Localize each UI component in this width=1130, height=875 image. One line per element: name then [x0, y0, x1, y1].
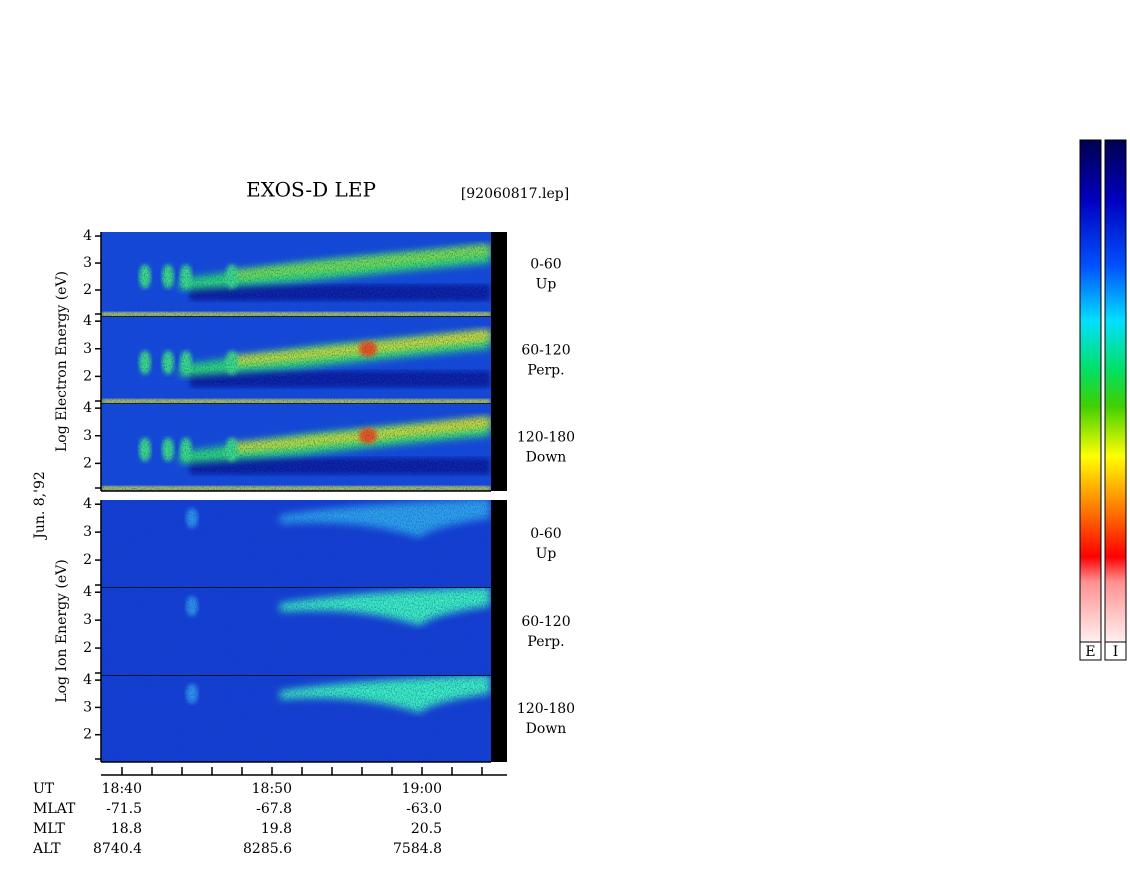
panel-label: 60-120: [521, 614, 570, 630]
spectrogram: [101, 676, 491, 762]
y-axis-label: Log Ion Energy (eV): [54, 559, 70, 702]
y-tick-label: 4: [83, 672, 92, 688]
colorbar-box: [1104, 641, 1127, 661]
file-name: [92060817.lep]: [461, 186, 569, 202]
table-cell: -63.0: [406, 801, 442, 817]
colorbar-box: [1079, 641, 1102, 661]
spectrogram: [101, 588, 491, 676]
y-tick-label: 2: [83, 368, 92, 384]
date: Jun. 8,'92: [32, 471, 48, 541]
strip: [491, 317, 507, 404]
noise: [101, 317, 491, 404]
table-cell: 19.8: [261, 821, 292, 837]
y-tick-label: 4: [83, 400, 92, 416]
strip: [491, 676, 507, 762]
noise: [101, 676, 491, 762]
colorbar-label: I: [1113, 644, 1119, 660]
time-label: 19:00: [402, 781, 442, 797]
table-cell: MLAT: [33, 801, 76, 817]
noise: [101, 500, 491, 588]
y-tick-label: 2: [83, 727, 92, 743]
y-tick-label: 3: [83, 524, 92, 540]
table-cell: 18.8: [111, 821, 142, 837]
y-tick-label: 4: [83, 496, 92, 512]
noise: [101, 588, 491, 676]
table-cell: MLT: [33, 821, 65, 837]
y-tick-label: 3: [83, 255, 92, 271]
y-tick-label: 2: [83, 455, 92, 471]
panel-label: Down: [526, 450, 567, 466]
y-tick-label: 3: [83, 612, 92, 628]
spectrogram: [101, 404, 491, 491]
y-tick-label: 2: [83, 640, 92, 656]
table-cell: 8740.4: [93, 841, 142, 857]
table-cell: -67.8: [256, 801, 292, 817]
y-tick-label: 3: [83, 699, 92, 715]
spectrogram: [101, 500, 491, 588]
panel-label: Perp.: [527, 634, 564, 650]
panel-label: 120-180: [517, 430, 575, 446]
y-axis-label: Log Electron Energy (eV): [54, 271, 70, 452]
time-label: 18:50: [252, 781, 292, 797]
panel-label: Up: [536, 546, 557, 562]
y-tick-label: 4: [83, 584, 92, 600]
y-tick-label: 2: [83, 282, 92, 298]
noise: [101, 404, 491, 491]
panels: Log Electron Energy (eV) 2 3 4 0-60 Up 2 3 4 60-1…: [54, 228, 575, 775]
panel-label: 60-120: [521, 343, 570, 359]
time-label: UT: [33, 781, 55, 797]
panel-label: 0-60: [530, 257, 561, 273]
y-tick-label: 3: [83, 341, 92, 357]
panel-label: 120-180: [517, 701, 575, 717]
strip: [491, 588, 507, 676]
table-cell: 8285.6: [243, 841, 292, 857]
title: EXOS-D LEP: [246, 178, 376, 202]
colorbar: [1079, 139, 1102, 643]
time-label: 18:40: [102, 781, 142, 797]
y-tick-label: 3: [83, 428, 92, 444]
panel-label: Down: [526, 721, 567, 737]
ephemeris-table: UT 18:40 18:50 19:00 MLAT -71.5 -67.8 -63.0 MLT 1…: [32, 781, 442, 857]
panel-label: Perp.: [527, 363, 564, 379]
spectrogram: [101, 317, 491, 404]
y-tick-label: 4: [83, 228, 92, 244]
table-cell: 20.5: [411, 821, 442, 837]
y-tick-label: 2: [83, 552, 92, 568]
spectrogram: [101, 232, 491, 317]
colorbar-label: E: [1085, 644, 1095, 660]
panel-label: Up: [536, 277, 557, 293]
table-cell: ALT: [32, 841, 61, 857]
y-tick-label: 4: [83, 313, 92, 329]
noise: [101, 232, 491, 317]
strip: [491, 232, 507, 317]
table-cell: -71.5: [106, 801, 142, 817]
table-cell: 7584.8: [393, 841, 442, 857]
strip: [491, 500, 507, 588]
panel-label: 0-60: [530, 526, 561, 542]
colorbar: [1104, 139, 1127, 643]
strip: [491, 404, 507, 491]
